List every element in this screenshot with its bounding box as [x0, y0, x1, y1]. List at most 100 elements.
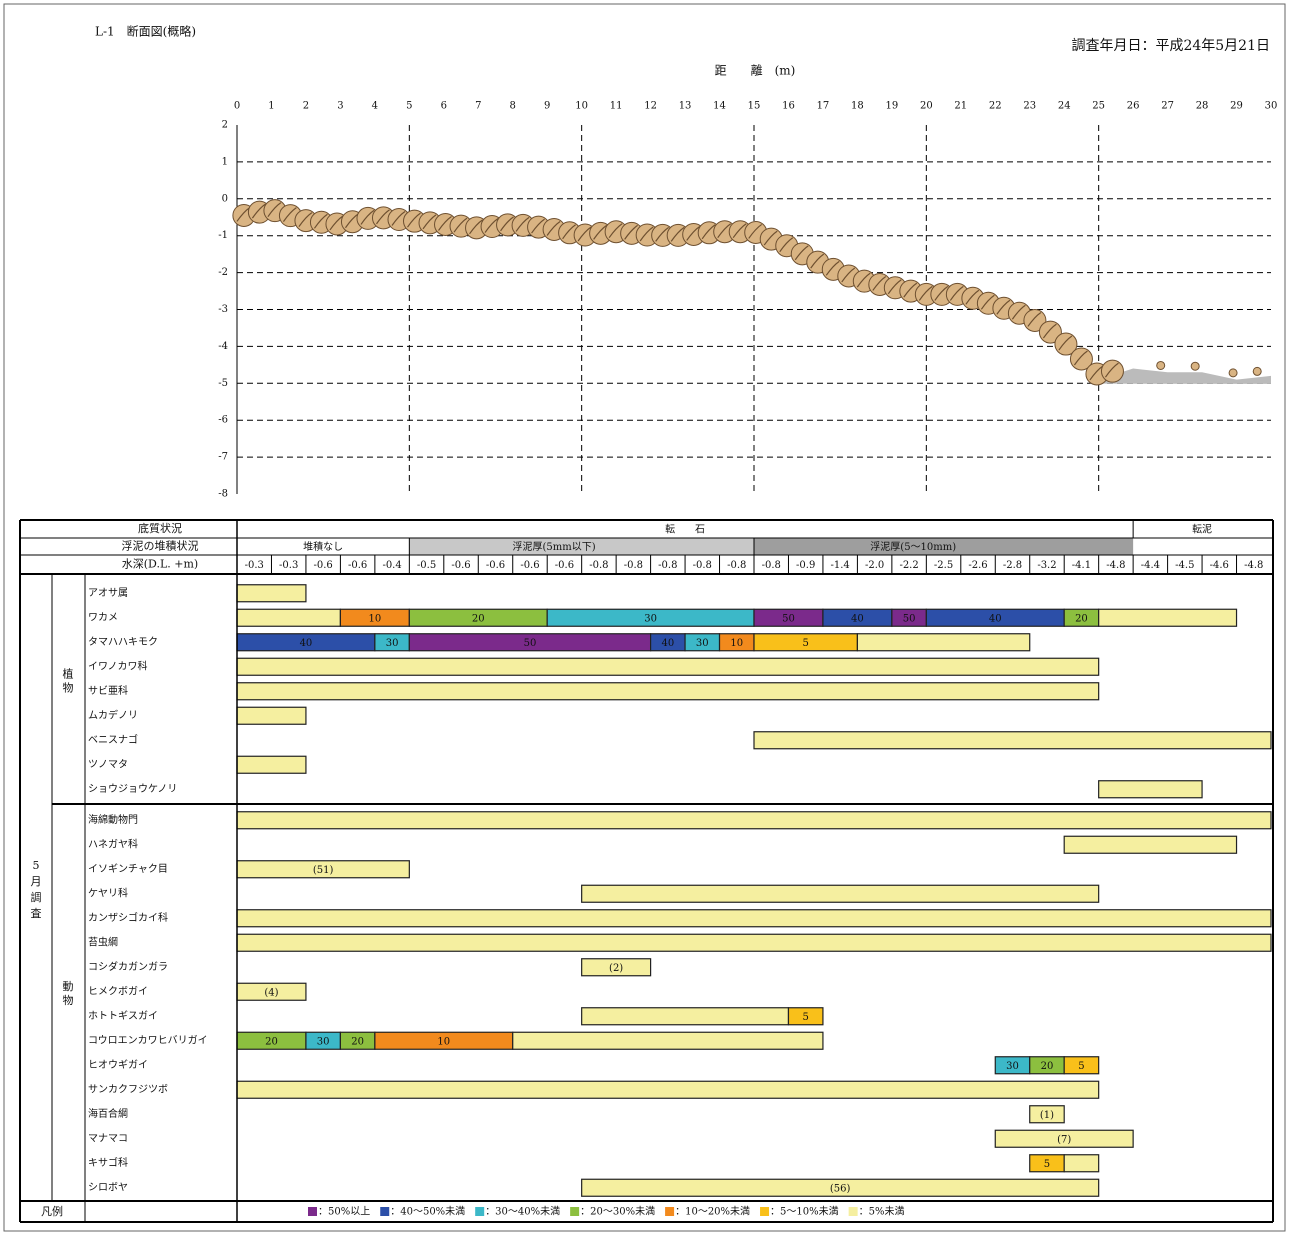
bar-label: 20 [265, 1036, 278, 1047]
bar-label: 40 [851, 613, 864, 624]
coverage-bar [512, 1031, 824, 1050]
boulder-line [438, 216, 452, 231]
species-name: 苔虫綱 [88, 935, 118, 948]
legend-swatch [308, 1207, 317, 1216]
coverage-bar [1098, 780, 1203, 799]
species-name: ワカメ [88, 611, 118, 623]
boulder [1054, 332, 1078, 356]
x-tick-label: 23 [1023, 101, 1036, 112]
boulder-line [391, 211, 406, 226]
species-name: サビ亜科 [88, 684, 128, 697]
depth-value: -0.8 [727, 560, 746, 571]
coverage-bar [787, 1007, 824, 1026]
boulder-line [329, 215, 344, 231]
coverage-bar [236, 682, 1100, 701]
depth-value: -4.8 [1106, 560, 1125, 571]
bar-label: (51) [313, 865, 334, 876]
boulder-line [794, 245, 809, 261]
x-tick-label: 3 [337, 101, 343, 112]
depth-value: -3.2 [1037, 560, 1056, 571]
boulder-line [453, 217, 468, 233]
depth-value: -0.9 [796, 560, 815, 571]
boulder-line [856, 272, 871, 288]
depth-value: -2.5 [934, 560, 953, 571]
coverage-bar [236, 706, 307, 725]
bar-label: 30 [644, 613, 657, 624]
vertical-label: 5 月調査 [31, 859, 42, 920]
row-label: 浮泥の堆積状況 [122, 539, 199, 553]
depth-value: -0.8 [589, 560, 608, 571]
legend-text: ：5～10%未満 [770, 1206, 839, 1218]
bar-label: 40 [661, 638, 674, 649]
bar-label: 30 [1006, 1061, 1019, 1072]
boulder-line [825, 260, 840, 276]
boulder-line [841, 267, 856, 283]
coverage-bar [581, 884, 1100, 903]
bar-label: 5 [1044, 1159, 1050, 1170]
x-tick-label: 26 [1127, 101, 1140, 112]
depth-value: -0.8 [693, 560, 712, 571]
bar-label: 10 [730, 638, 743, 649]
boulder [1023, 308, 1047, 332]
depth-value: -0.6 [520, 560, 539, 571]
depth-value: -0.6 [486, 560, 505, 571]
depth-value: -4.8 [1244, 560, 1263, 571]
boulder-line [562, 224, 576, 240]
bar-label: 50 [524, 638, 537, 649]
x-tick-label: 24 [1058, 101, 1071, 112]
boulder-line [515, 216, 530, 232]
shade-cell [409, 538, 754, 555]
x-tick-label: 9 [544, 101, 550, 112]
legend-label: 凡例 [41, 1204, 63, 1218]
bar-label: 5 [1078, 1061, 1084, 1072]
x-tick-label: 1 [268, 101, 274, 112]
boulder-line [639, 226, 654, 242]
x-tick-label: 25 [1092, 101, 1105, 112]
boulder-line [903, 282, 918, 298]
x-tick-label: 6 [441, 101, 447, 112]
boulder-line [1058, 335, 1073, 351]
depth-value: -4.1 [1072, 560, 1091, 571]
y-tick-label: -5 [218, 378, 228, 389]
cell-text: 転泥 [1192, 523, 1212, 536]
x-axis-label: 距 離 (m) [715, 64, 796, 78]
bar-label: (56) [830, 1183, 851, 1194]
depth-value: -2.8 [1003, 560, 1022, 571]
boulder-line [810, 253, 825, 269]
depth-value: -4.4 [1141, 560, 1160, 571]
boulder-line [763, 230, 778, 246]
boulder [1038, 320, 1062, 344]
species-name: コウロエンカワヒバリガイ [88, 1034, 208, 1046]
boulder-line [996, 299, 1011, 315]
x-tick-label: 5 [406, 101, 412, 112]
legend-text: ：10～20%未満 [675, 1206, 750, 1218]
x-tick-label: 7 [475, 101, 481, 112]
boulder-line [469, 219, 483, 235]
boulder-line [1104, 362, 1119, 378]
y-tick-label: -6 [218, 415, 228, 426]
x-tick-label: 16 [782, 101, 795, 112]
boulder-line [531, 218, 545, 234]
boulder-line [1073, 350, 1088, 366]
boulder-line [1042, 323, 1057, 339]
coverage-bar [236, 811, 1272, 830]
species-name: ムカデノリ [88, 708, 138, 721]
species-name: ハネガヤ科 [88, 837, 138, 850]
bar-label: 50 [903, 613, 916, 624]
bar-label: 30 [317, 1036, 330, 1047]
x-tick-label: 12 [644, 101, 657, 112]
boulder-line [313, 213, 328, 229]
boulder-line [732, 223, 747, 239]
bar-label: (7) [1057, 1134, 1071, 1145]
boulder-line [282, 207, 297, 222]
x-tick-label: 29 [1230, 101, 1243, 112]
species-name: シロボヤ [88, 1181, 128, 1193]
boulder-line [407, 212, 421, 228]
depth-value: -1.4 [831, 560, 850, 571]
legend-swatch [665, 1207, 675, 1216]
mud-surface [1098, 368, 1271, 384]
species-name: 海綿動物門 [88, 813, 138, 826]
boulder-line [267, 202, 282, 218]
x-tick-label: 8 [510, 101, 516, 112]
depth-value: -2.0 [865, 560, 884, 571]
